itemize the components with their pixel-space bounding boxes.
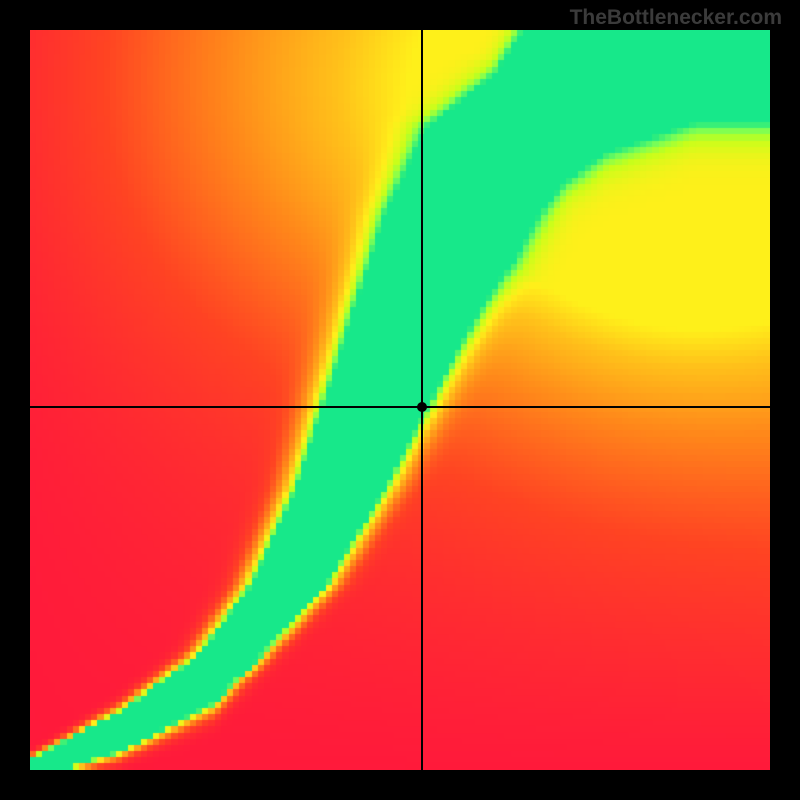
crosshair-vertical (421, 30, 423, 770)
watermark-text: TheBottlenecker.com (570, 6, 782, 30)
crosshair-horizontal (30, 406, 770, 408)
heatmap-plot (30, 30, 770, 770)
heatmap-canvas (30, 30, 770, 770)
page-root: TheBottlenecker.com (0, 0, 800, 800)
crosshair-marker (417, 402, 427, 412)
